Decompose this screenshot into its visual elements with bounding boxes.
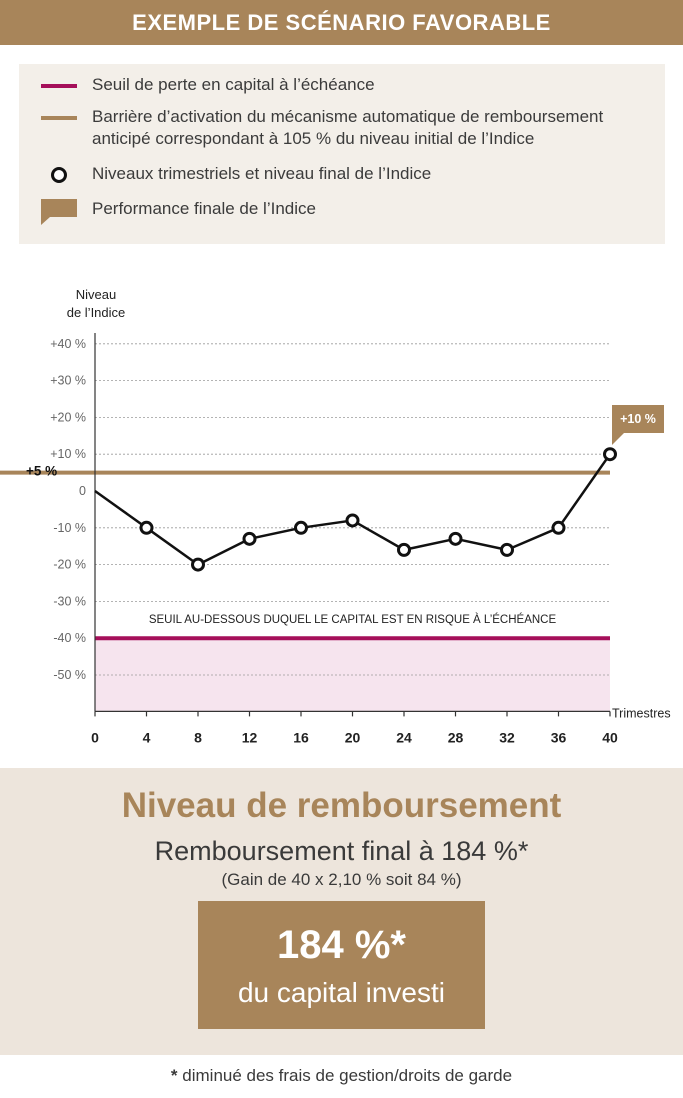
footnote-text: diminué des frais de gestion/droits de g… bbox=[177, 1066, 513, 1085]
x-tick-label: 40 bbox=[602, 729, 618, 745]
x-tick-label: 20 bbox=[345, 729, 361, 745]
footnote-star: * bbox=[170, 1066, 178, 1085]
x-tick-label: 4 bbox=[143, 729, 151, 745]
magenta-line-swatch bbox=[41, 84, 77, 88]
y-tick-label: +40 % bbox=[50, 337, 86, 351]
threshold-label: SEUIL AU-DESSOUS DUQUEL LE CAPITAL EST E… bbox=[149, 613, 557, 626]
y-tick-label: +10 % bbox=[50, 447, 86, 461]
flag-callout-icon bbox=[41, 199, 77, 225]
data-point bbox=[294, 520, 308, 535]
final-performance-label: +10 % bbox=[620, 412, 656, 426]
footnote: * diminué des frais de gestion/droits de… bbox=[0, 1066, 683, 1086]
y-tick-label: -30 % bbox=[53, 594, 86, 608]
x-tick-label: 28 bbox=[448, 729, 464, 745]
circle-marker-icon bbox=[51, 167, 67, 183]
data-point bbox=[242, 531, 257, 546]
repayment-title: Niveau de remboursement bbox=[121, 786, 562, 825]
barrier-label: +5 % bbox=[26, 464, 57, 479]
data-point bbox=[603, 447, 617, 462]
repayment-subtitle: Remboursement final à 184 %* bbox=[154, 836, 529, 866]
y-axis-label-line: Niveau bbox=[76, 287, 116, 302]
x-tick-label: 12 bbox=[242, 729, 258, 745]
result-box: 184 %* du capital investi bbox=[198, 901, 485, 1029]
legend-item-index-levels: Niveaux trimestriels et niveau final de … bbox=[19, 163, 665, 187]
data-point bbox=[345, 513, 360, 528]
result-caption: du capital investi bbox=[237, 977, 445, 1008]
data-point bbox=[500, 542, 514, 557]
x-tick-label: 16 bbox=[293, 729, 309, 745]
x-tick-label: 36 bbox=[551, 729, 567, 745]
data-point bbox=[448, 531, 463, 546]
y-tick-label: +20 % bbox=[50, 410, 86, 424]
legend-label: Seuil de perte en capital à l’échéance bbox=[92, 75, 375, 94]
y-tick-label: -40 % bbox=[53, 631, 86, 645]
data-point bbox=[191, 557, 205, 572]
page-title: EXEMPLE DE SCÉNARIO FAVORABLE bbox=[132, 9, 551, 35]
y-tick-label: -10 % bbox=[53, 521, 86, 535]
y-tick-label: +30 % bbox=[50, 374, 86, 388]
legend-item-activation-barrier: Barrière d’activation du mécanisme autom… bbox=[19, 106, 665, 154]
legend-label: Barrière d’activation du mécanisme autom… bbox=[92, 107, 604, 148]
y-tick-label: -20 % bbox=[53, 558, 86, 572]
data-point bbox=[139, 520, 154, 535]
index-level-chart: Niveau de l’Indice +40 % +30 % +20 % +10 % 0 -1… bbox=[0, 287, 671, 745]
legend-item-final-performance: Performance finale de l’Indice bbox=[19, 197, 665, 225]
gold-line-swatch bbox=[41, 116, 77, 120]
legend: Seuil de perte en capital à l’échéance B… bbox=[19, 64, 665, 244]
legend-label: Performance finale de l’Indice bbox=[92, 199, 316, 218]
legend-item-capital-loss-threshold: Seuil de perte en capital à l’échéance bbox=[19, 74, 665, 98]
final-performance-callout bbox=[612, 405, 664, 445]
data-point bbox=[397, 542, 411, 557]
x-tick-label: 0 bbox=[91, 729, 99, 745]
x-tick-label: 8 bbox=[194, 729, 202, 745]
header-banner: EXEMPLE DE SCÉNARIO FAVORABLE bbox=[0, 0, 683, 45]
y-tick-label: 0 bbox=[79, 484, 86, 498]
x-tick-label: 24 bbox=[396, 729, 412, 745]
y-axis-label-line: de l’Indice bbox=[67, 305, 126, 320]
legend-label: Niveaux trimestriels et niveau final de … bbox=[92, 164, 432, 183]
x-tick-label: 32 bbox=[499, 729, 515, 745]
y-tick-label: -50 % bbox=[53, 668, 86, 682]
repayment-note: (Gain de 40 x 2,10 % soit 84 %) bbox=[221, 870, 462, 889]
x-axis-label: Trimestres bbox=[612, 706, 671, 720]
data-point bbox=[551, 520, 566, 535]
repayment-panel: Niveau de remboursement Remboursement fi… bbox=[0, 768, 683, 1055]
result-value: 184 %* bbox=[277, 923, 406, 967]
